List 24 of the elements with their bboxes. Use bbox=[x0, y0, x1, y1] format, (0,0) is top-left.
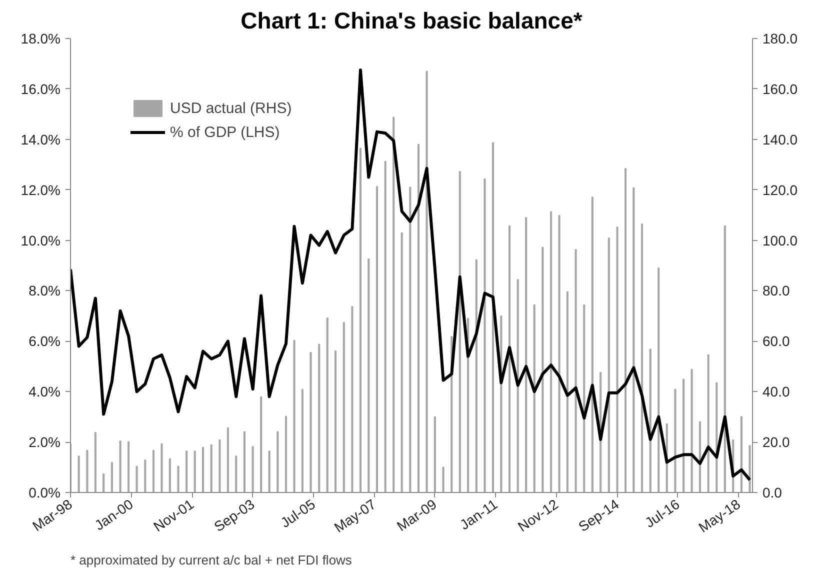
y-tick-label: 8.0% bbox=[28, 282, 61, 299]
y2-tick-label: 80.0 bbox=[762, 282, 790, 299]
y-tick-label: 12.0% bbox=[20, 182, 61, 198]
y2-tick-label: 20.0 bbox=[762, 434, 790, 450]
chart-title: Chart 1: China's basic balance* bbox=[240, 8, 582, 34]
y-tick-label: 18.0% bbox=[20, 30, 61, 46]
legend-label: USD actual (RHS) bbox=[170, 100, 292, 116]
text: * approximated by current a/c bal + net FDI flows bbox=[70, 552, 352, 568]
y2-tick-label: 140.0 bbox=[762, 131, 798, 148]
y2-tick-label: 160.0 bbox=[762, 80, 798, 97]
y-tick-label: 6.0% bbox=[28, 333, 61, 350]
y-tick-label: 0.0% bbox=[28, 484, 61, 500]
y-tick-label: 14.0% bbox=[20, 131, 61, 148]
y2-tick-label: 40.0 bbox=[762, 384, 790, 400]
y-tick-label: 10.0% bbox=[20, 232, 61, 248]
y2-tick-label: 180.0 bbox=[762, 30, 798, 46]
y2-tick-label: 120.0 bbox=[762, 182, 798, 198]
y2-tick-label: 100.0 bbox=[762, 232, 798, 248]
y-tick-label: 2.0% bbox=[28, 434, 61, 450]
y-tick-label: 16.0% bbox=[20, 80, 61, 97]
y2-tick-label: 60.0 bbox=[762, 333, 790, 350]
legend-label: % of GDP (LHS) bbox=[170, 124, 280, 140]
y-tick-label: 4.0% bbox=[28, 384, 61, 400]
y2-tick-label: 0.0 bbox=[762, 484, 782, 500]
